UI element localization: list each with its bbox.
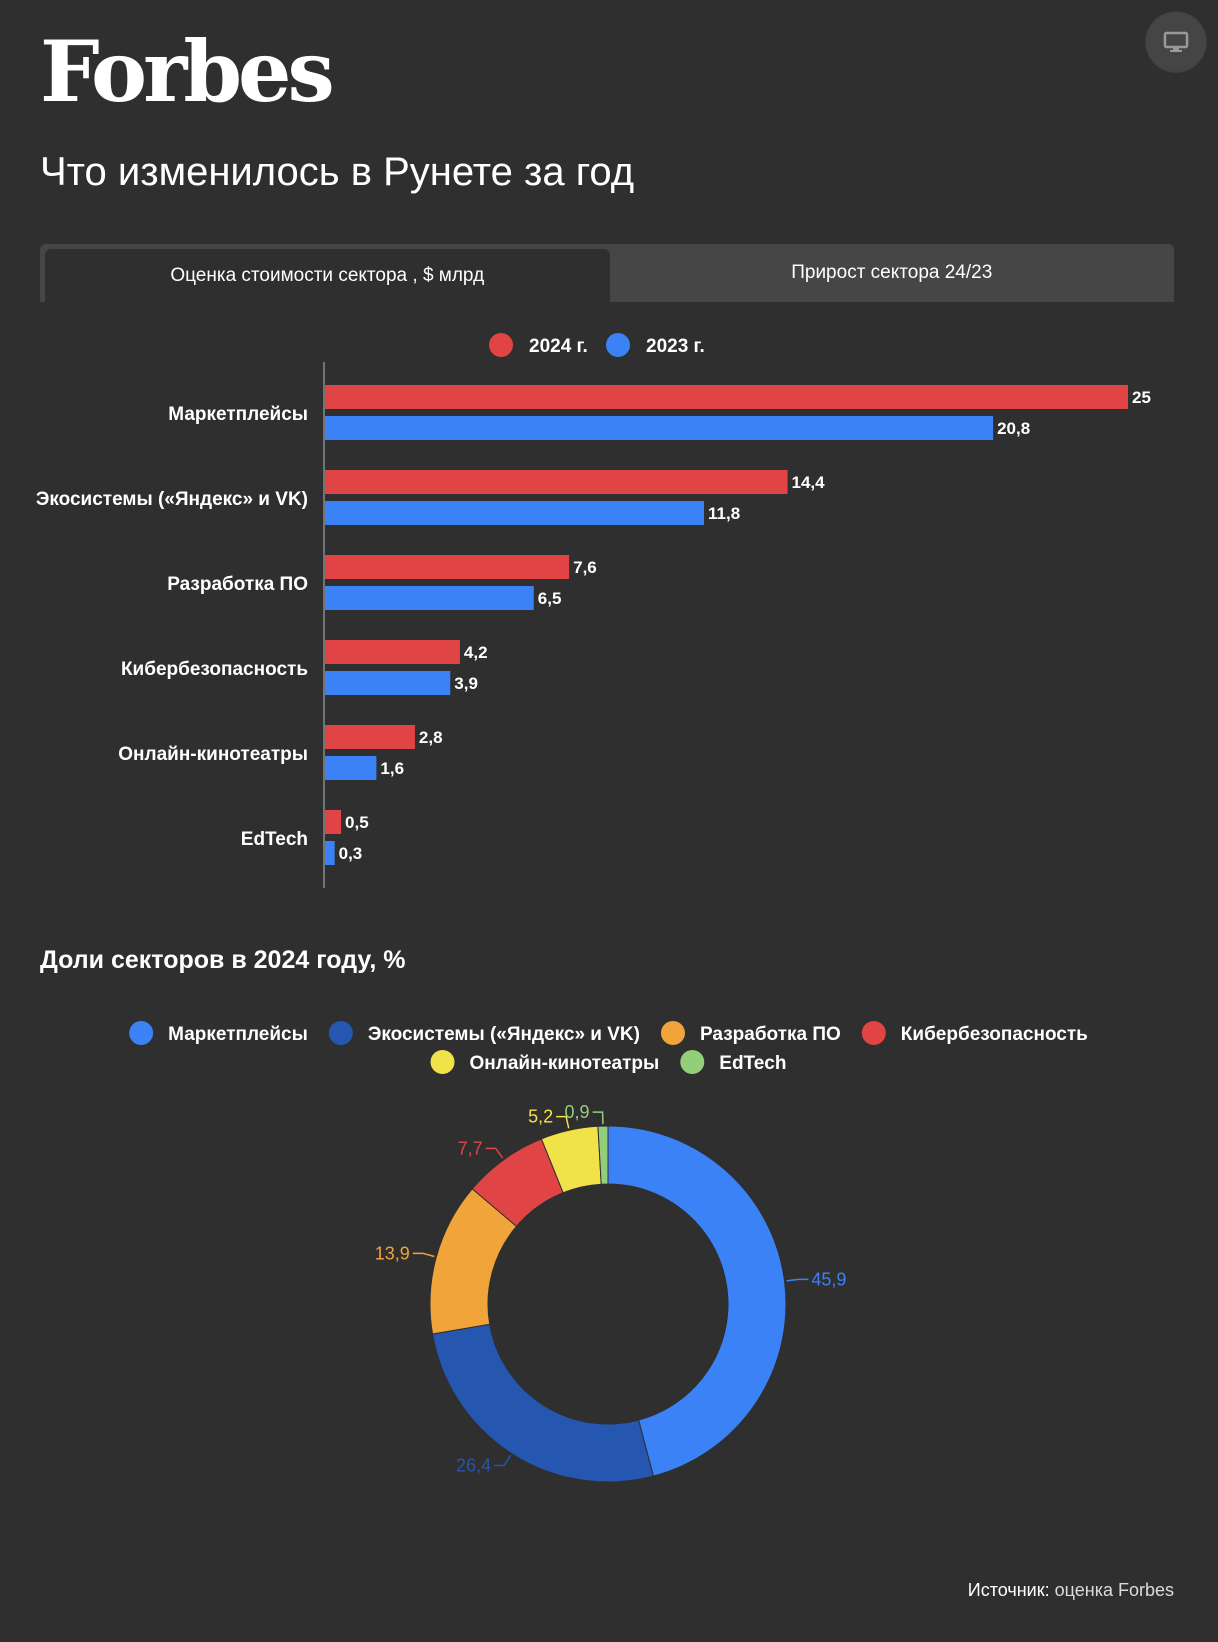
pie-value-label: 5,2 xyxy=(528,1107,553,1127)
pie-leader-line xyxy=(786,1278,809,1282)
category-label: EdTech xyxy=(241,829,308,850)
category-label: Онлайн-кинотеатры xyxy=(118,744,308,765)
pie-legend-label: Маркетплейсы xyxy=(168,1024,308,1045)
bar-2024 xyxy=(325,555,570,579)
forbes-logo[interactable]: Forbes xyxy=(40,22,335,121)
pie-value-label: 7,7 xyxy=(458,1138,483,1158)
bar-2024 xyxy=(325,725,415,749)
bar-value-label: 20,8 xyxy=(997,419,1030,438)
pie-legend-marker xyxy=(430,1050,455,1074)
pie-legend: Маркетплейсы Экосистемы («Яндекс» и VK) Ра… xyxy=(129,1021,1088,1074)
page-title: Что изменилось в Рунете за год xyxy=(40,150,635,194)
bar-2023 xyxy=(325,841,335,865)
bar-value-label: 14,4 xyxy=(792,473,826,492)
pie-value-label: 26,4 xyxy=(456,1455,491,1475)
bar-2024 xyxy=(325,810,342,834)
pie-legend-label: Онлайн-кинотеатры xyxy=(470,1053,660,1074)
source-note: Источник: оценка Forbes xyxy=(968,1580,1174,1601)
bar-value-label: 1,6 xyxy=(380,759,404,778)
pie-section-title: Доли секторов в 2024 году, % xyxy=(40,946,406,974)
monitor-icon xyxy=(1163,31,1189,52)
pie-legend-marker xyxy=(660,1021,685,1045)
pie-leader-line xyxy=(485,1147,504,1159)
pie-legend-marker xyxy=(129,1021,154,1045)
pie-legend-marker xyxy=(680,1050,705,1074)
legend-label-0: 2024 г. xyxy=(529,336,588,357)
pie-legend-label: EdTech xyxy=(719,1053,786,1074)
pie-value-label: 13,9 xyxy=(375,1243,410,1263)
bar-2023 xyxy=(325,671,451,695)
bar-2023 xyxy=(325,501,705,525)
pie-slice xyxy=(607,1125,787,1477)
source-label: Источник: xyxy=(967,1580,1050,1600)
bar-value-label: 2,8 xyxy=(419,728,443,747)
pie-legend-label: Кибербезопасность xyxy=(901,1024,1088,1045)
donut-chart: Маркетплейсы Экосистемы («Яндекс» и VK) Ра… xyxy=(129,1021,1088,1483)
bar-2024 xyxy=(325,470,788,494)
bar-2023 xyxy=(325,416,994,440)
pie-leader-line xyxy=(494,1454,512,1467)
legend-marker-0 xyxy=(489,333,513,357)
bar-chart: 2024 г. 2023 г. Маркетплейсы 25 20,8 Экосисте… xyxy=(36,333,1151,888)
tab-sector-growth[interactable]: Прирост сектора 24/23 xyxy=(791,262,993,283)
pie-leader-line xyxy=(556,1115,570,1129)
pie-slice xyxy=(597,1125,609,1185)
bar-value-label: 0,5 xyxy=(345,813,369,832)
category-label: Кибербезопасность xyxy=(121,659,308,680)
pie-leader-line xyxy=(412,1252,435,1258)
bar-2024 xyxy=(325,385,1128,409)
pie-leader-line xyxy=(592,1111,604,1125)
bar-value-label: 25 xyxy=(1132,388,1151,407)
bar-2023 xyxy=(325,586,534,610)
bar-value-label: 3,9 xyxy=(454,674,478,693)
pie-slice xyxy=(431,1323,654,1483)
category-label: Маркетплейсы xyxy=(168,404,308,425)
pie-value-label: 0,9 xyxy=(565,1102,590,1122)
bar-legend: 2024 г. 2023 г. xyxy=(489,333,705,357)
bar-value-label: 4,2 xyxy=(464,643,488,662)
pie-legend-label: Экосистемы («Яндекс» и VK) xyxy=(368,1024,640,1045)
pie-legend-label: Разработка ПО xyxy=(700,1024,841,1045)
category-label: Разработка ПО xyxy=(167,574,308,595)
category-label: Экосистемы («Яндекс» и VK) xyxy=(36,489,308,510)
bar-value-label: 0,3 xyxy=(339,844,363,863)
bar-value-label: 7,6 xyxy=(573,558,597,577)
pie-value-label: 45,9 xyxy=(811,1269,846,1289)
chart-tabs: Оценка стоимости сектора , $ млрд Прирос… xyxy=(40,244,1174,302)
screen-mode-button[interactable] xyxy=(1146,12,1206,72)
bar-2024 xyxy=(325,640,460,664)
source-value: оценка Forbes xyxy=(1054,1580,1174,1600)
bar-2023 xyxy=(325,756,377,780)
pie-legend-marker xyxy=(861,1021,886,1045)
tab-sector-value[interactable]: Оценка стоимости сектора , $ млрд xyxy=(45,249,610,302)
pie-legend-marker xyxy=(328,1021,353,1045)
legend-marker-1 xyxy=(606,333,630,357)
bar-value-label: 6,5 xyxy=(538,589,562,608)
bar-value-label: 11,8 xyxy=(708,504,740,523)
legend-label-1: 2023 г. xyxy=(646,336,705,357)
